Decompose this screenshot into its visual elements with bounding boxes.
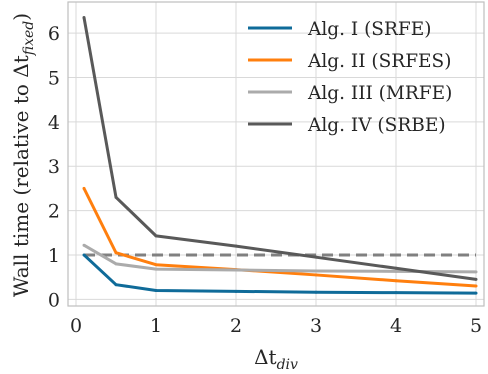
series-3-point-4 [314,269,318,273]
series-2-point-0 [82,186,86,190]
legend-label-2: Alg. II (SRFES) [307,51,451,72]
legend: Alg. I (SRFE) Alg. II (SRFES) Alg. III (MR… [248,19,452,136]
series-4-point-6 [474,277,478,281]
x-tick-label-5: 5 [470,315,482,337]
x-tick-label-0: 0 [70,315,82,337]
series-2-point-5 [394,279,398,283]
y-axis-label-base: Wall time (relative to Δt [9,55,33,297]
series-4-point-1 [114,195,118,199]
series-4-point-3 [234,244,238,248]
x-axis-label-base: Δt [254,345,276,369]
series-1-point-1 [114,283,118,287]
series-2-point-1 [114,251,118,255]
x-tick-label-2: 2 [230,315,242,337]
grid [68,2,484,306]
x-axis-label: Δtdiv [254,345,298,373]
plot-frame [67,1,485,307]
series-3-point-5 [394,269,398,273]
series-1-point-5 [394,291,398,295]
y-tick-label-4: 4 [48,112,60,134]
series-4-point-4 [314,255,318,259]
y-tick-label-0: 0 [48,289,60,311]
y-tick-labels: 0 1 2 3 4 5 6 [48,23,60,311]
series-1-point-6 [474,291,478,295]
series-3-point-0 [82,243,86,247]
x-tick-label-1: 1 [150,315,162,337]
y-tick-label-5: 5 [48,67,60,89]
series-line-3 [83,243,477,274]
series-3-point-1 [114,262,118,266]
legend-label-3: Alg. III (MRFE) [307,83,452,104]
series-3-point-2 [154,267,158,271]
series-1-point-4 [314,290,318,294]
y-tick-label-6: 6 [48,23,60,45]
series-2-point-4 [314,273,318,277]
x-tick-label-3: 3 [310,315,322,337]
series-1-point-3 [234,289,238,293]
series-4-point-5 [394,266,398,270]
series-2-point-2 [154,263,158,267]
series-3-point-3 [234,268,238,272]
x-axis-label-sub: div [277,357,298,373]
series-1-point-0 [82,253,86,257]
y-tick-label-2: 2 [48,201,60,223]
y-tick-label-1: 1 [48,245,60,267]
y-axis-label: Wall time (relative to Δtfixed) [9,13,37,297]
series-1-point-2 [154,288,158,292]
series-group [82,16,478,295]
series-3-point-6 [474,270,478,274]
y-axis-label-end: ) [9,13,33,21]
series-4-point-2 [154,234,158,238]
legend-label-1: Alg. I (SRFE) [307,19,431,40]
series-2-point-6 [474,284,478,288]
x-tick-labels: 0 1 2 3 4 5 [70,315,482,337]
series-4-point-0 [82,16,86,20]
y-tick-label-3: 3 [48,156,60,178]
x-tick-label-4: 4 [390,315,402,337]
y-axis-label-sub: fixed [21,21,37,57]
legend-label-4: Alg. IV (SRBE) [307,115,446,136]
